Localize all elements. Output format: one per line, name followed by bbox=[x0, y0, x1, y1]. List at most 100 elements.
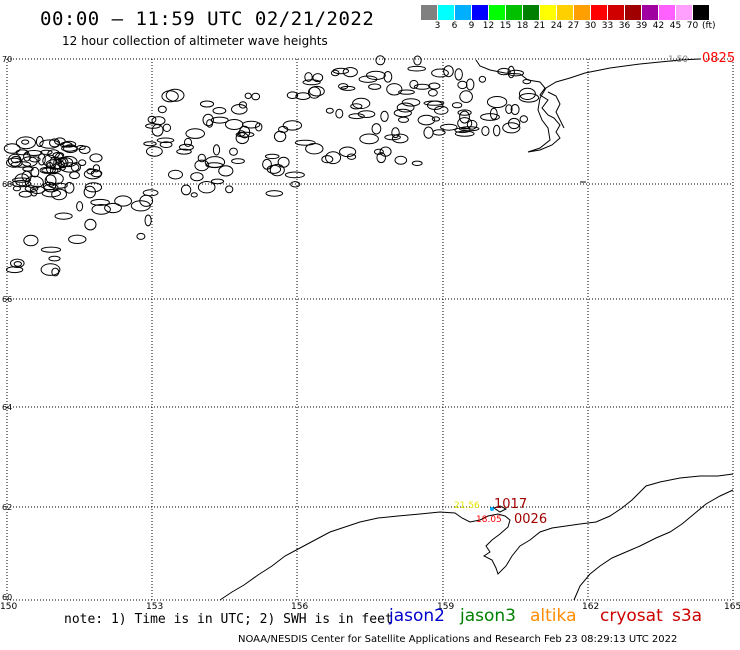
legend-label-12: 39 bbox=[635, 21, 648, 31]
ice-floe-150 bbox=[348, 113, 365, 120]
lat-label-60: 60 bbox=[2, 593, 12, 602]
ice-floe-64 bbox=[78, 159, 87, 166]
satellite-jason3: jason3 bbox=[460, 606, 516, 626]
ice-floe-37 bbox=[12, 185, 21, 192]
ice-floe-140 bbox=[325, 107, 334, 114]
ice-floe-88 bbox=[231, 104, 248, 115]
ice-floe-161 bbox=[346, 153, 357, 160]
ice-floe-235 bbox=[114, 195, 132, 207]
ice-floe-100 bbox=[156, 137, 175, 144]
ice-floe-120 bbox=[282, 120, 303, 131]
ice-floe-207 bbox=[454, 127, 471, 134]
lat-label-66: 66 bbox=[2, 295, 12, 304]
ice-floe-22 bbox=[30, 188, 38, 197]
ice-floe-166 bbox=[295, 92, 311, 100]
ice-floe-155 bbox=[330, 69, 340, 77]
ice-floe-60 bbox=[12, 177, 31, 183]
ice-floe-216 bbox=[507, 65, 515, 79]
ice-floe-239 bbox=[90, 198, 110, 206]
annotation-time-south-2: 0026 bbox=[514, 512, 547, 527]
ice-floe-114 bbox=[161, 90, 179, 103]
ice-floe-168 bbox=[308, 85, 325, 97]
ice-floe-195 bbox=[481, 126, 490, 136]
ice-floe-46 bbox=[59, 155, 78, 168]
ice-floe-81 bbox=[143, 141, 157, 147]
ice-floe-174 bbox=[368, 83, 382, 90]
lat-label-68: 68 bbox=[2, 180, 12, 189]
ice-floe-176 bbox=[493, 124, 501, 137]
ice-floe-186 bbox=[459, 110, 470, 124]
ice-floe-139 bbox=[366, 70, 386, 81]
legend-label-13: 42 bbox=[652, 21, 665, 31]
legend-label-14: 45 bbox=[669, 21, 682, 31]
ice-floe-122 bbox=[218, 165, 234, 177]
ice-floe-86 bbox=[145, 123, 161, 129]
legend-swatch-2 bbox=[455, 5, 472, 20]
ice-floe-135 bbox=[332, 67, 350, 75]
legend-swatch-9 bbox=[574, 5, 591, 20]
ice-floe-15 bbox=[89, 153, 103, 163]
satellite-cryosat: cryosat bbox=[600, 606, 663, 626]
ice-floe-45 bbox=[39, 139, 60, 149]
ice-floe-173 bbox=[401, 98, 421, 107]
ice-floe-71 bbox=[266, 164, 282, 174]
ice-floe-121 bbox=[251, 92, 261, 101]
ice-floe-53 bbox=[29, 185, 46, 194]
ice-floe-227 bbox=[40, 246, 62, 253]
lon-label-159: 159 bbox=[437, 602, 454, 612]
ice-floe-74 bbox=[210, 178, 225, 185]
lon-label-153: 153 bbox=[146, 602, 163, 612]
legend-label-8: 27 bbox=[567, 21, 580, 31]
ice-floe-181 bbox=[431, 68, 449, 78]
ice-floe-208 bbox=[396, 102, 415, 113]
ice-floe-236 bbox=[54, 212, 73, 220]
ice-floe-65 bbox=[14, 173, 30, 187]
ice-floe-112 bbox=[180, 184, 192, 196]
ice-floe-225 bbox=[51, 267, 60, 277]
ice-floe-92 bbox=[157, 105, 167, 114]
ice-floe-132 bbox=[350, 103, 363, 110]
ice-floe-41 bbox=[59, 162, 80, 173]
ice-floe-179 bbox=[519, 115, 528, 123]
southern-coastline bbox=[219, 473, 734, 601]
ice-floe-79 bbox=[178, 143, 194, 151]
ice-floe-52 bbox=[21, 170, 32, 182]
ice-floe-210 bbox=[409, 79, 419, 89]
ice-floe-25 bbox=[11, 180, 32, 188]
legend-label-15: 70 bbox=[686, 21, 699, 31]
legend-label-9: 30 bbox=[584, 21, 597, 31]
legend-swatch-1 bbox=[438, 5, 455, 20]
ice-floe-229 bbox=[68, 234, 87, 245]
ice-floe-8 bbox=[18, 190, 32, 198]
ice-floe-31 bbox=[10, 155, 21, 164]
ice-floe-54 bbox=[78, 145, 91, 155]
ice-floe-90 bbox=[151, 116, 166, 126]
ice-floe-124 bbox=[242, 120, 261, 129]
ice-floe-28 bbox=[21, 139, 30, 145]
legend-label-1: 6 bbox=[451, 21, 458, 31]
ice-floe-165 bbox=[376, 152, 387, 164]
legend-label-5: 18 bbox=[516, 21, 529, 31]
ice-floe-169 bbox=[384, 134, 401, 141]
ice-floe-107 bbox=[273, 130, 287, 143]
legend-label-11: 36 bbox=[618, 21, 631, 31]
legend-label-4: 15 bbox=[499, 21, 512, 31]
ice-floe-70 bbox=[229, 147, 238, 156]
ice-floe-158 bbox=[373, 148, 384, 155]
legend-label-3: 12 bbox=[482, 21, 495, 31]
ice-floe-163 bbox=[391, 127, 400, 139]
legend-swatch-13 bbox=[642, 5, 659, 20]
footer-credit: NOAA/NESDIS Center for Satellite Applica… bbox=[238, 634, 678, 645]
latitude-gridlines bbox=[7, 183, 733, 508]
ice-floe-200 bbox=[507, 117, 521, 130]
ice-floe-19 bbox=[84, 182, 103, 193]
legend-swatch-6 bbox=[523, 5, 540, 20]
ice-floe-61 bbox=[52, 151, 65, 159]
legend-swatch-14 bbox=[659, 5, 676, 20]
legend-swatch-4 bbox=[489, 5, 506, 20]
ice-floe-131 bbox=[294, 139, 316, 146]
ice-floe-194 bbox=[457, 109, 472, 116]
ice-floe-113 bbox=[235, 131, 255, 138]
ice-floe-164 bbox=[325, 151, 342, 165]
ice-floe-148 bbox=[302, 79, 321, 86]
